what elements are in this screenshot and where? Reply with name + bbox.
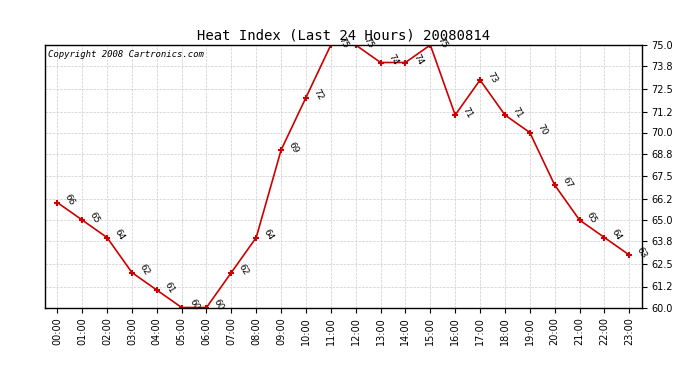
Text: 63: 63 (635, 245, 649, 260)
Text: 71: 71 (461, 105, 474, 120)
Text: 74: 74 (411, 53, 424, 67)
Text: 60: 60 (187, 298, 201, 312)
Text: 61: 61 (162, 280, 176, 295)
Text: 64: 64 (262, 228, 275, 242)
Text: 72: 72 (311, 88, 325, 102)
Text: 74: 74 (386, 53, 400, 67)
Text: 65: 65 (585, 210, 599, 225)
Text: Copyright 2008 Cartronics.com: Copyright 2008 Cartronics.com (48, 50, 204, 59)
Text: 62: 62 (237, 263, 250, 277)
Text: 75: 75 (337, 35, 350, 50)
Text: 67: 67 (560, 176, 574, 190)
Text: 73: 73 (486, 70, 499, 85)
Text: 65: 65 (88, 210, 101, 225)
Text: 71: 71 (511, 105, 524, 120)
Text: 70: 70 (535, 123, 549, 137)
Text: 66: 66 (63, 193, 77, 207)
Title: Heat Index (Last 24 Hours) 20080814: Heat Index (Last 24 Hours) 20080814 (197, 28, 490, 42)
Text: 75: 75 (436, 35, 449, 50)
Text: 64: 64 (112, 228, 126, 242)
Text: 64: 64 (610, 228, 624, 242)
Text: 60: 60 (212, 298, 226, 312)
Text: 75: 75 (362, 35, 375, 50)
Text: 62: 62 (137, 263, 151, 277)
Text: 69: 69 (286, 140, 300, 155)
